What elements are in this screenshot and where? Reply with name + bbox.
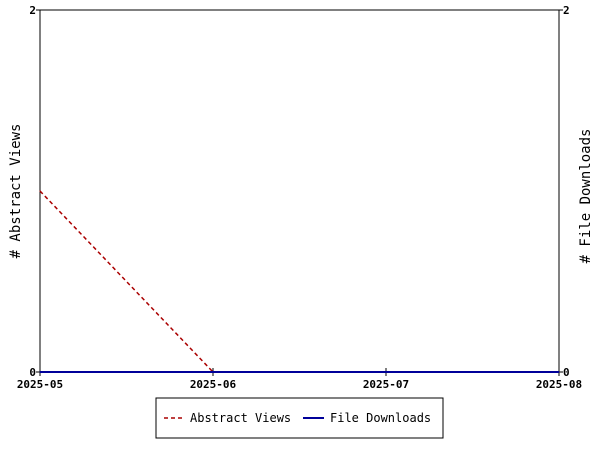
x-axis-ticks: 2025-05 2025-06 2025-07 2025-08 — [17, 368, 582, 391]
data-point-file-downloads-2025-06 — [212, 371, 214, 373]
data-point-file-downloads-2025-08 — [558, 371, 560, 373]
x-tick-label-2025-05: 2025-05 — [17, 378, 63, 391]
legend-box — [155, 397, 444, 439]
data-point-file-downloads-2025-07 — [385, 371, 387, 373]
y-axis-title-right: # File Downloads — [578, 129, 594, 264]
x-tick-label-2025-07: 2025-07 — [363, 378, 409, 391]
y-tick-label-left-2: 2 — [29, 4, 36, 17]
legend-label-file-downloads: File Downloads — [330, 411, 431, 425]
y-axis-ticks: 0 2 0 2 — [29, 4, 569, 379]
legend-label-abstract-views: Abstract Views — [190, 411, 291, 425]
legend: Abstract Views File Downloads — [155, 397, 444, 439]
y-axis-title-left: # Abstract Views — [8, 124, 24, 259]
y-tick-label-right-2: 2 — [563, 4, 570, 17]
data-point-file-downloads-2025-05 — [39, 371, 41, 373]
plot-area — [39, 9, 560, 373]
x-tick-label-2025-08: 2025-08 — [536, 378, 582, 391]
series-layer — [39, 190, 560, 373]
y-tick-label-left-0: 0 — [29, 366, 36, 379]
y-tick-label-right-0: 0 — [563, 366, 570, 379]
x-tick-label-2025-06: 2025-06 — [190, 378, 237, 391]
data-point-abstract-views-2025-05 — [39, 190, 41, 192]
